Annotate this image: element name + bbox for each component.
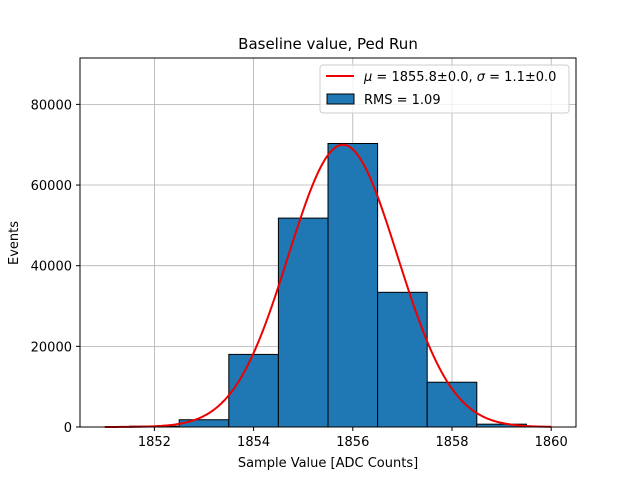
plot-frame (79, 57, 577, 428)
x-tick-label: 1852 (138, 435, 171, 450)
legend-mu-value: = 1855.8±0.0, (372, 70, 476, 85)
histogram-bar-6 (377, 291, 428, 428)
x-tick-label: 1860 (535, 435, 568, 450)
x-tick-label: 1856 (336, 435, 369, 450)
x-axis-ticks: 1852 1854 1856 1858 1860 (138, 427, 568, 450)
y-tick-label: 0 (64, 421, 72, 436)
y-tick-label: 20000 (31, 340, 72, 355)
x-axis-label: Sample Value [ADC Counts] (238, 456, 418, 471)
legend-sigma-value: = 1.1±0.0 (485, 70, 556, 85)
legend-hist-label: RMS = 1.09 (364, 93, 441, 108)
histogram-bar-5 (327, 142, 379, 428)
gaussian-fit-curve (104, 143, 552, 428)
y-axis-label: Events (7, 221, 22, 265)
x-tick-label: 1854 (237, 435, 270, 450)
y-tick-label: 80000 (31, 98, 72, 113)
y-tick-label: 60000 (31, 179, 72, 194)
histogram-bar-2 (178, 419, 230, 428)
legend-fit-label: μ = 1855.8±0.0, σ = 1.1±0.0 (363, 70, 556, 85)
histogram-bar-3 (228, 353, 279, 428)
x-tick-label: 1858 (435, 435, 468, 450)
fit-curve-group (104, 143, 552, 428)
histogram-bar-4 (277, 217, 329, 428)
legend-sigma-symbol: σ (477, 70, 486, 85)
y-tick-label: 40000 (31, 260, 72, 275)
legend-box (319, 64, 570, 114)
legend: μ = 1855.8±0.0, σ = 1.1±0.0 RMS = 1.09 (319, 64, 570, 114)
chart-title: Baseline value, Ped Run (238, 35, 418, 53)
y-axis-ticks: 0 20000 40000 60000 80000 (31, 98, 80, 436)
legend-hist-swatch (326, 93, 355, 105)
legend-mu-symbol: μ (363, 70, 372, 85)
histogram-bars (129, 142, 527, 428)
